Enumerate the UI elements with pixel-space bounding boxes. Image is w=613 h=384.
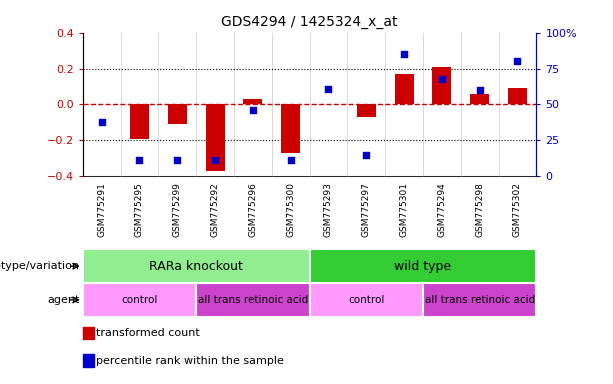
Text: RARa knockout: RARa knockout bbox=[149, 260, 243, 273]
Point bbox=[512, 58, 522, 65]
Bar bbox=[432, 67, 451, 104]
Bar bbox=[83, 283, 196, 317]
Text: GSM775299: GSM775299 bbox=[173, 182, 182, 237]
Point bbox=[361, 152, 371, 158]
Bar bbox=[205, 104, 224, 171]
Bar bbox=[508, 88, 527, 104]
Bar bbox=[310, 283, 423, 317]
Point bbox=[324, 86, 333, 92]
Text: GSM775302: GSM775302 bbox=[513, 182, 522, 237]
Bar bbox=[243, 99, 262, 104]
Bar bbox=[470, 94, 489, 104]
Text: GSM775293: GSM775293 bbox=[324, 182, 333, 237]
Point bbox=[172, 157, 182, 164]
Text: control: control bbox=[121, 295, 158, 305]
Text: GSM775297: GSM775297 bbox=[362, 182, 371, 237]
Text: transformed count: transformed count bbox=[96, 328, 200, 338]
Text: GSM775301: GSM775301 bbox=[400, 182, 409, 237]
Point bbox=[399, 51, 409, 57]
Text: percentile rank within the sample: percentile rank within the sample bbox=[96, 356, 284, 366]
Bar bbox=[130, 104, 149, 139]
Text: GSM775300: GSM775300 bbox=[286, 182, 295, 237]
Text: GSM775292: GSM775292 bbox=[210, 182, 219, 237]
Title: GDS4294 / 1425324_x_at: GDS4294 / 1425324_x_at bbox=[221, 15, 398, 29]
Bar bbox=[83, 249, 310, 283]
Bar bbox=[168, 104, 187, 124]
Text: GSM775295: GSM775295 bbox=[135, 182, 144, 237]
Text: wild type: wild type bbox=[394, 260, 452, 273]
Point bbox=[437, 76, 447, 82]
Point bbox=[286, 157, 295, 164]
Text: genotype/variation: genotype/variation bbox=[0, 261, 80, 271]
Text: agent: agent bbox=[47, 295, 80, 305]
Point bbox=[134, 157, 145, 164]
Point bbox=[248, 107, 257, 113]
Point bbox=[97, 119, 107, 125]
Point bbox=[210, 157, 220, 164]
Bar bbox=[281, 104, 300, 153]
Text: all trans retinoic acid: all trans retinoic acid bbox=[425, 295, 535, 305]
Text: control: control bbox=[348, 295, 384, 305]
Text: GSM775298: GSM775298 bbox=[475, 182, 484, 237]
Bar bbox=[310, 249, 536, 283]
Bar bbox=[423, 283, 536, 317]
Bar bbox=[196, 283, 310, 317]
Text: GSM775291: GSM775291 bbox=[97, 182, 106, 237]
Point bbox=[475, 87, 485, 93]
Bar bbox=[357, 104, 376, 117]
Text: GSM775296: GSM775296 bbox=[248, 182, 257, 237]
Text: GSM775294: GSM775294 bbox=[437, 182, 446, 237]
Text: all trans retinoic acid: all trans retinoic acid bbox=[198, 295, 308, 305]
Bar bbox=[395, 74, 414, 104]
